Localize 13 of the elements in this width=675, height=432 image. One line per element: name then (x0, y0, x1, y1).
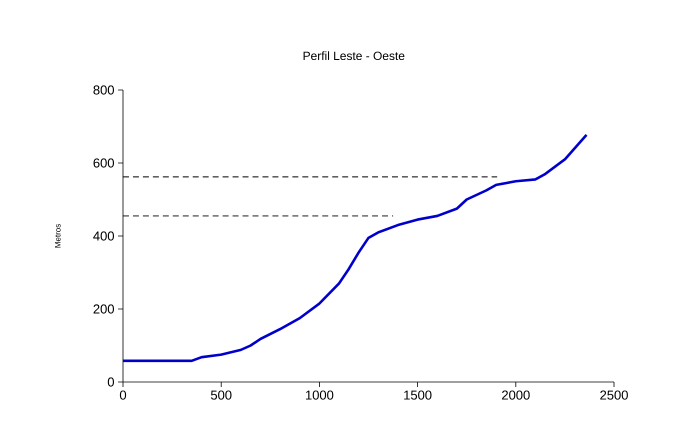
y-tick-label: 0 (108, 377, 114, 387)
x-tick-label: 2500 (600, 390, 628, 400)
y-tick-label: 800 (93, 85, 114, 95)
y-tick-label: 600 (94, 158, 114, 168)
y-tick-label: 400 (93, 231, 114, 241)
y-tick-label: 200 (94, 304, 114, 314)
x-tick-label: 1000 (306, 390, 334, 400)
chart-title: Perfil Leste - Oeste (304, 51, 404, 60)
line-series (122, 134, 588, 362)
x-tick-label: 500 (210, 390, 232, 400)
x-tick-label: 2000 (502, 390, 530, 400)
x-tick-label: 1500 (404, 390, 432, 400)
x-tick-label: 0 (120, 390, 126, 400)
